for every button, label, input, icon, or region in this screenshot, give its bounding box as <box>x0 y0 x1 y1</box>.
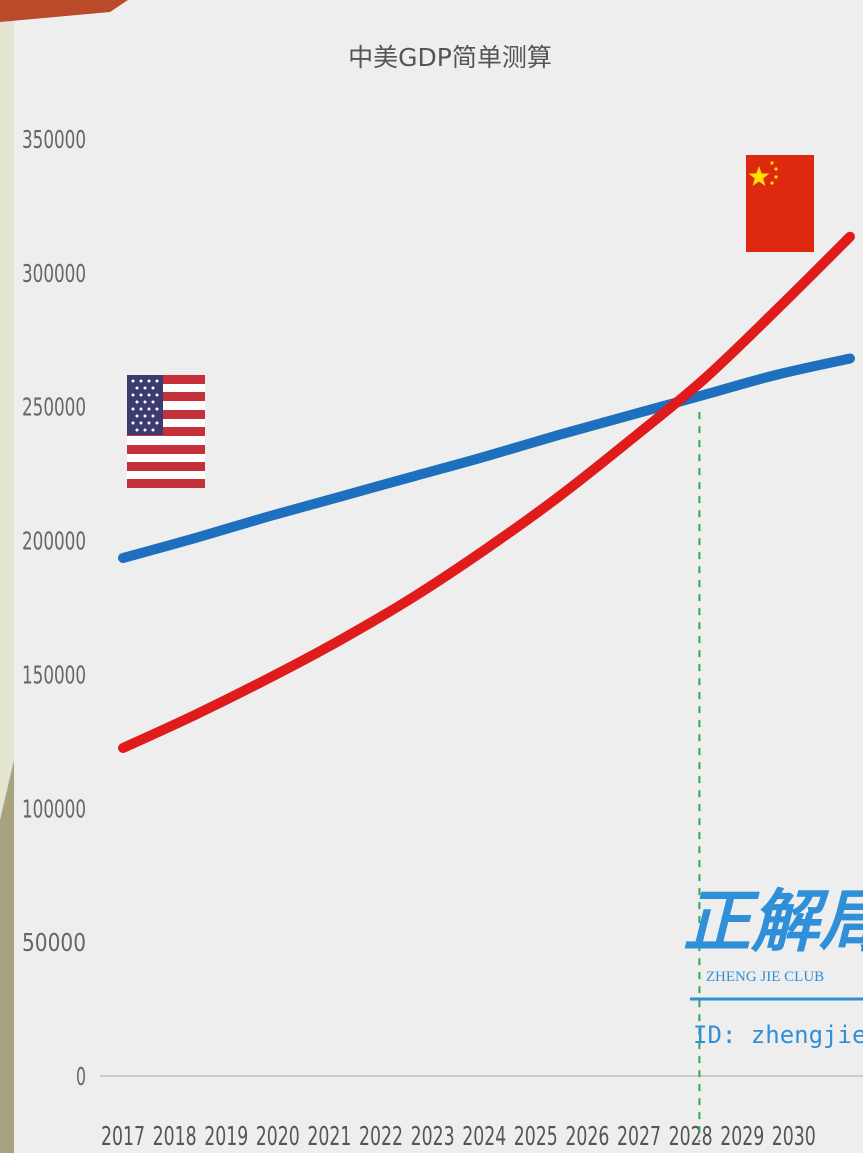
watermark-logo: 正解局 <box>683 882 863 962</box>
x-tick-label: 2020 <box>256 1122 300 1152</box>
x-tick-label: 2028 <box>669 1122 713 1152</box>
watermark-subtitle: ZHENG JIE CLUB <box>706 969 824 985</box>
x-tick-label: 2018 <box>153 1122 197 1152</box>
y-tick-label: 0 <box>76 1062 86 1091</box>
x-tick-label: 2022 <box>359 1122 403 1152</box>
usa-series-line <box>118 353 855 563</box>
x-axis-ticks: 2017 2018 2019 2020 2021 2022 2023 2024 2025 2026… <box>101 1122 816 1152</box>
y-tick-label: 200000 <box>22 527 86 556</box>
x-tick-label: 2019 <box>204 1122 248 1152</box>
y-tick-label: 150000 <box>22 660 86 689</box>
y-tick-label: 250000 <box>22 393 86 422</box>
x-tick-label: 2025 <box>514 1122 558 1152</box>
usa-flag-icon <box>127 375 205 488</box>
x-tick-label: 2017 <box>101 1122 145 1152</box>
x-tick-label: 2023 <box>411 1122 455 1152</box>
series-group <box>118 231 855 753</box>
y-tick-label: 100000 <box>22 794 86 823</box>
y-tick-label: 50000 <box>22 928 86 957</box>
x-tick-label: 2024 <box>462 1122 506 1152</box>
china-flag-icon <box>746 155 814 252</box>
slide-edge-decoration <box>0 0 128 1153</box>
watermark-id: ID: zhengjieclub <box>693 1021 863 1049</box>
y-tick-label: 300000 <box>22 259 86 288</box>
y-axis-ticks: 0 50000 100000 150000 200000 250000 300000 3500… <box>22 125 86 1091</box>
watermark: 正解局 ZHENG JIE CLUB ID: zhengjieclub <box>683 882 863 1049</box>
chart-title: 中美GDP简单测算 <box>348 43 552 72</box>
china-series-line <box>118 231 855 753</box>
x-tick-label: 2030 <box>772 1122 816 1152</box>
y-tick-label: 350000 <box>22 125 86 154</box>
x-tick-label: 2027 <box>617 1122 661 1152</box>
x-tick-label: 2021 <box>307 1122 351 1152</box>
x-tick-label: 2029 <box>720 1122 764 1152</box>
x-tick-label: 2026 <box>565 1122 609 1152</box>
